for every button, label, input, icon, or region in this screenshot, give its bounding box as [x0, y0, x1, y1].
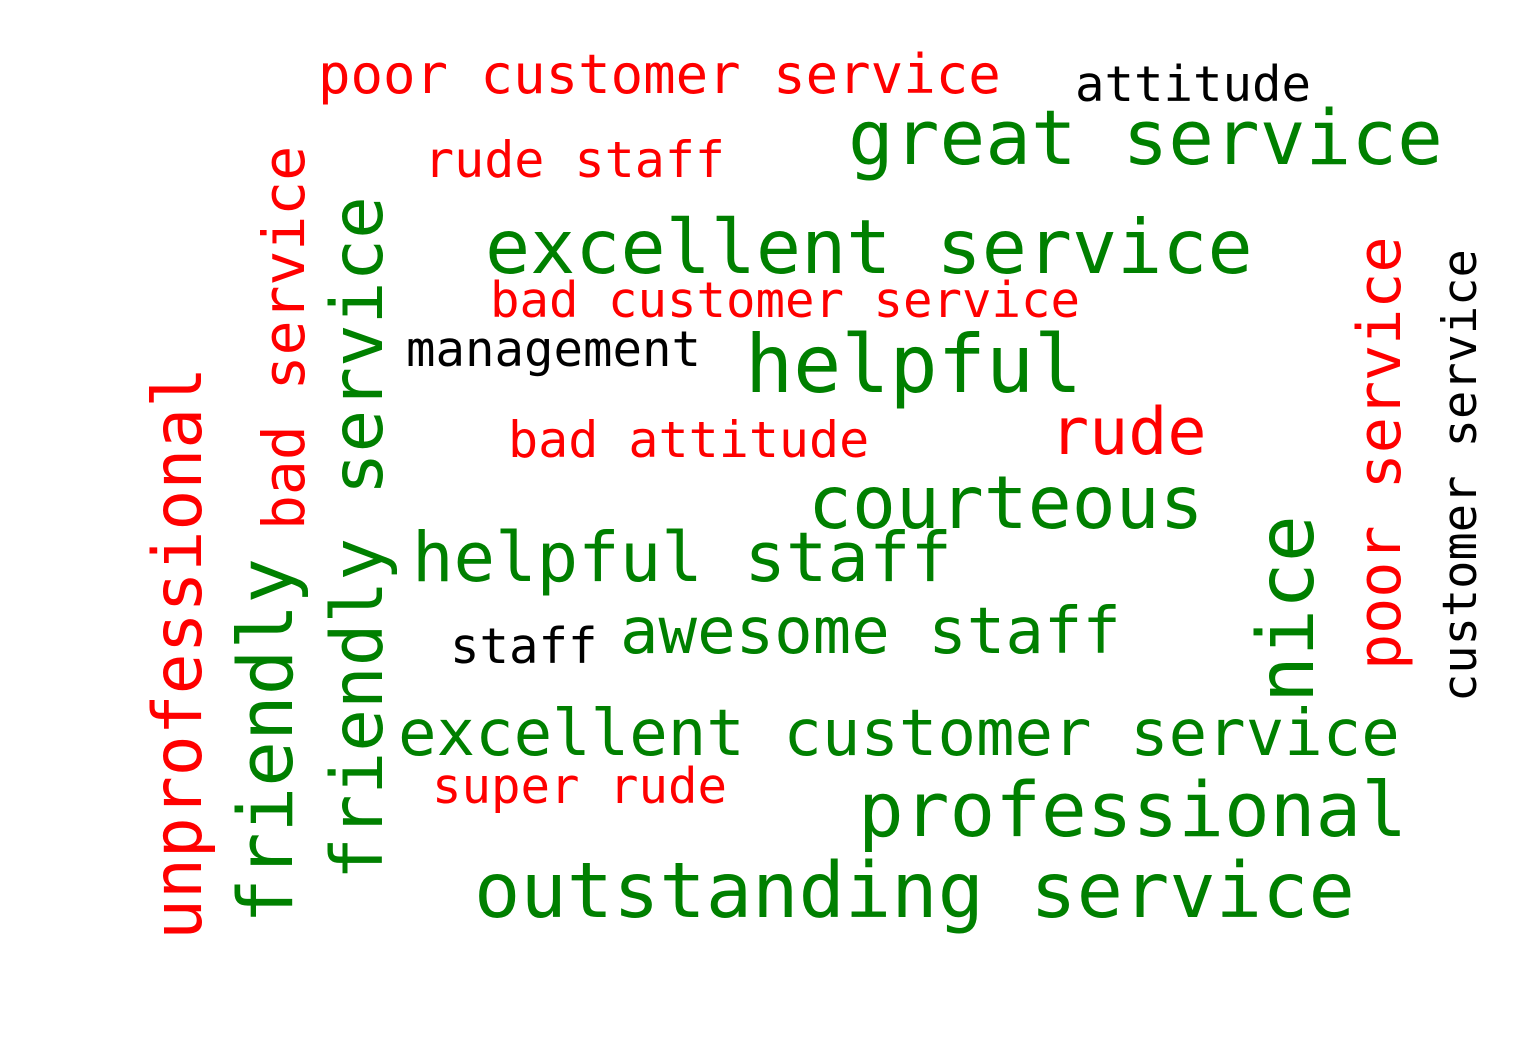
word-excellent-service: excellent service	[485, 203, 1253, 291]
word-rude: rude	[1050, 395, 1207, 470]
word-friendly-service: friendly service	[316, 196, 399, 880]
word-staff: staff	[450, 618, 598, 675]
word-management: management	[406, 321, 702, 378]
word-customer-service: customer service	[1433, 249, 1488, 702]
word-bad-customer-service: bad customer service	[490, 272, 1081, 329]
word-nice: nice	[1242, 515, 1332, 703]
word-professional: professional	[858, 765, 1408, 854]
word-rude-staff: rude staff	[424, 131, 726, 189]
word-friendly: friendly	[221, 557, 310, 924]
word-outstanding-service: outstanding service	[474, 847, 1355, 936]
word-poor-customer-service: poor customer service	[318, 43, 1001, 106]
word-great-service: great service	[848, 93, 1443, 182]
word-courteous: courteous	[808, 461, 1204, 546]
word-super-rude: super rude	[432, 758, 728, 815]
word-poor-service: poor service	[1345, 236, 1415, 670]
word-helpful-staff: helpful staff	[412, 518, 953, 598]
word-unprofessional: unprofessional	[139, 366, 218, 940]
word-bad-service: bad service	[250, 145, 318, 530]
word-attitude: attitude	[1075, 56, 1312, 113]
word-helpful: helpful	[745, 318, 1083, 411]
word-bad-attitude: bad attitude	[508, 411, 870, 469]
word-excellent-customer-service: excellent customer service	[398, 697, 1400, 771]
word-awesome-staff: awesome staff	[620, 595, 1121, 669]
